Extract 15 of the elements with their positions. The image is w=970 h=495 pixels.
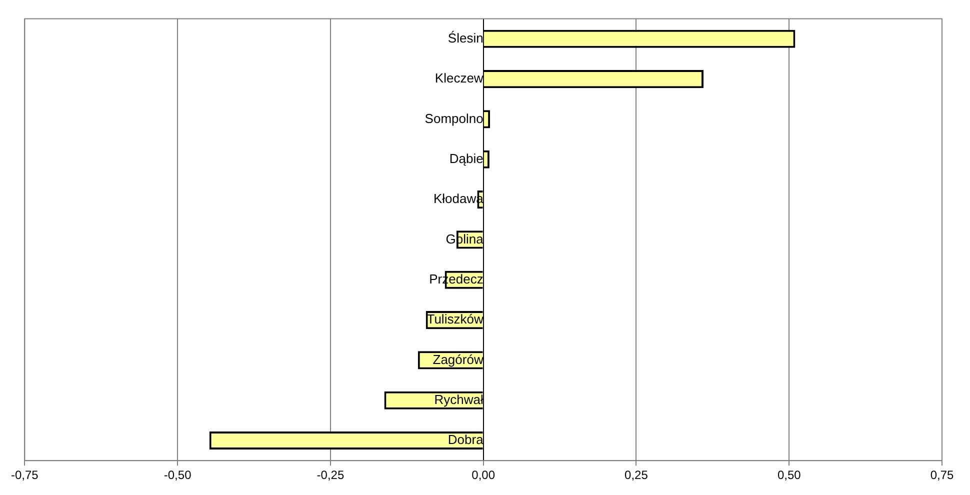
x-tick-label: 0,00 [472,468,496,482]
y-tick-label: Dąbie [449,150,484,166]
x-tick-label: -0,75 [10,468,39,482]
y-tick-label: Rychwał [434,392,484,407]
x-tick-label: -0,50 [164,468,192,482]
y-tick-label: Dobra [448,432,484,448]
y-tick-label: Zagórów [432,352,484,367]
x-tick-label: 0,25 [624,468,648,482]
x-tick-label: -0,25 [316,468,344,482]
y-tick-label: Kleczew [434,70,484,86]
y-tick-label: Tuliszków [426,312,484,327]
x-tick-label: 0,50 [777,468,802,482]
x-tick-label: 0,75 [930,468,954,482]
y-tick-label: Sompolno [424,110,484,126]
y-tick-label: Ślesin [448,30,484,46]
